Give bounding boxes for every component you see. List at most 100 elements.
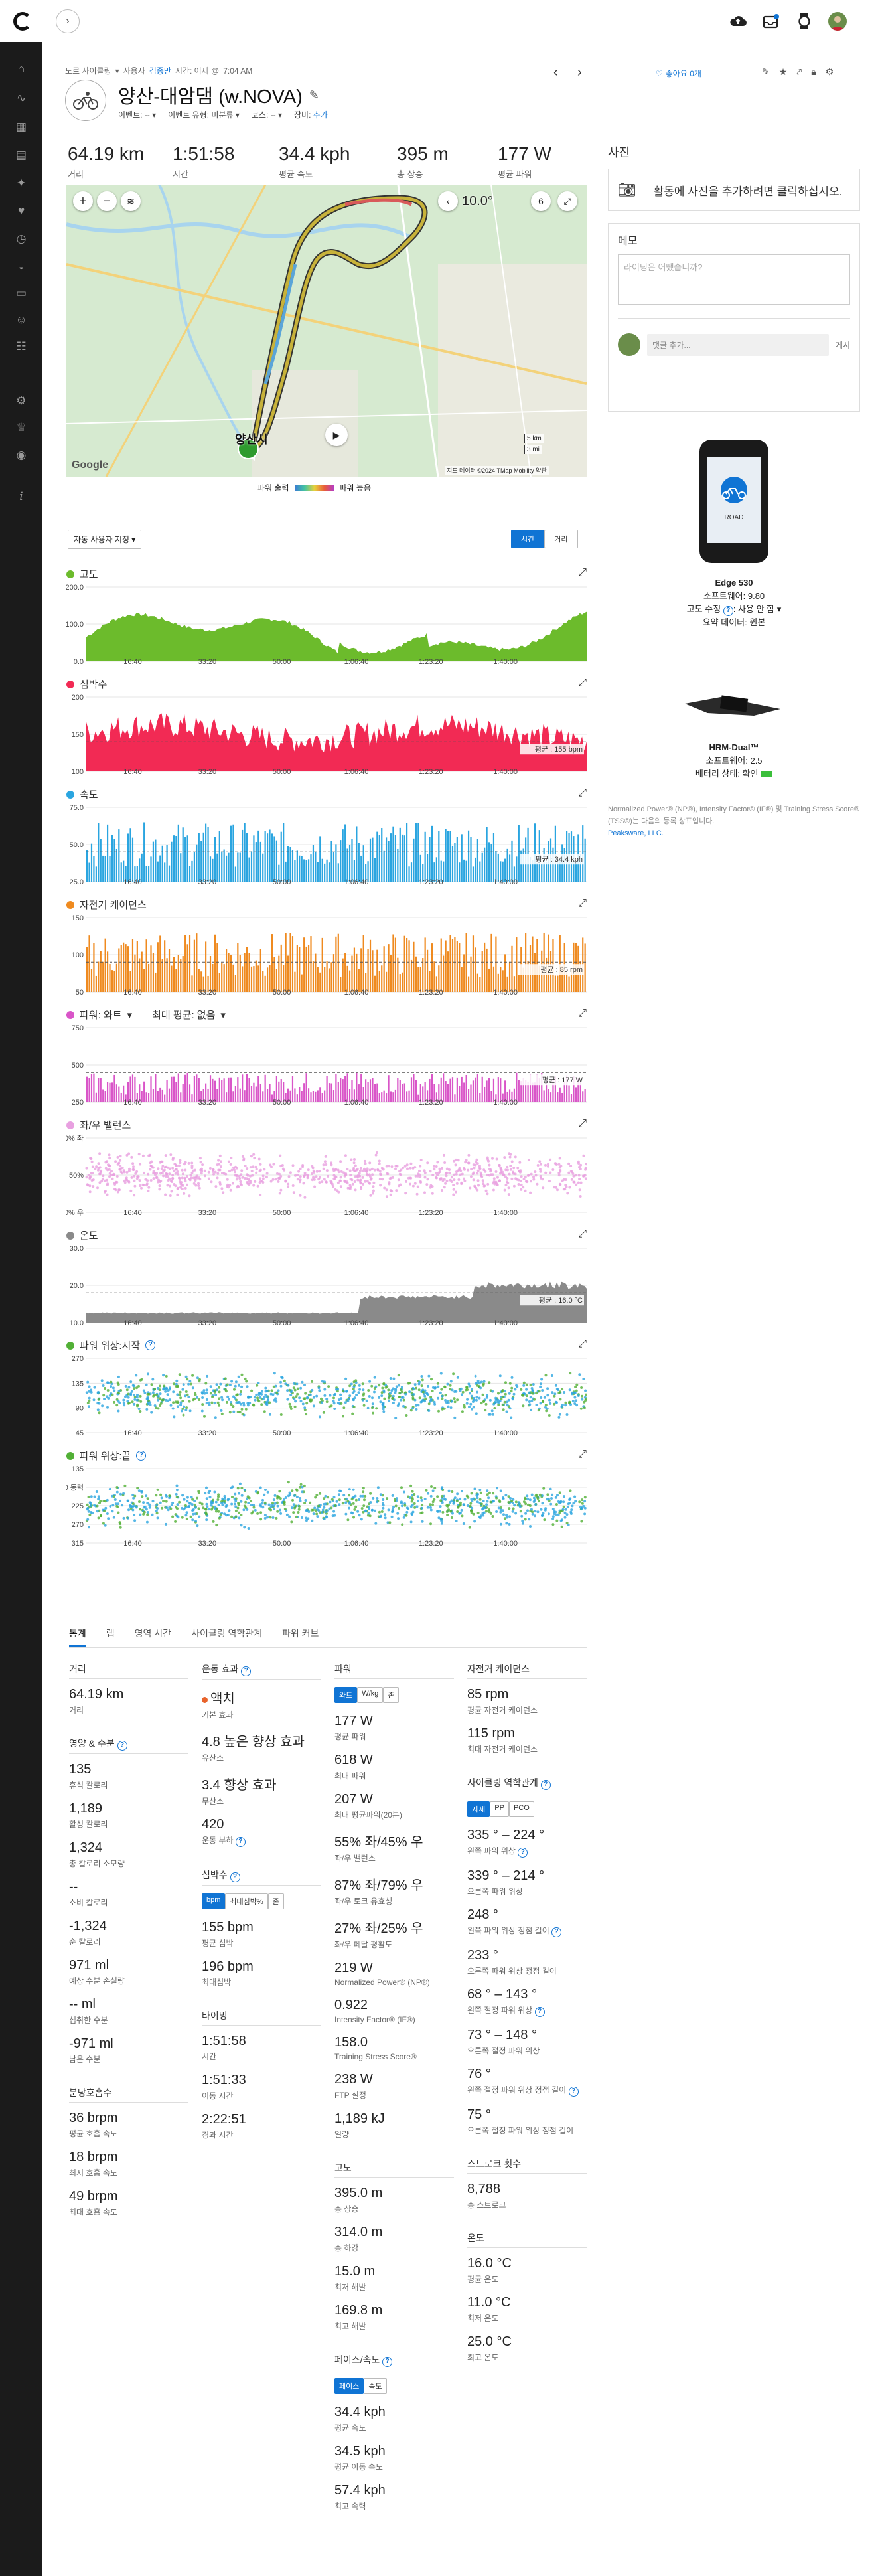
info-icon[interactable]: ? xyxy=(145,1340,156,1350)
max-avg-selector[interactable]: 최대 평균: 없음 xyxy=(152,1010,216,1021)
inbox-icon[interactable] xyxy=(762,12,780,31)
chart-expand-icon[interactable]: ⤢ xyxy=(578,1338,587,1350)
add-photo-box[interactable]: 📷︎ 활동에 사진을 추가하려면 클릭하십시오. xyxy=(608,169,860,211)
privacy-lock-icon[interactable]: 🔒︎ xyxy=(811,66,816,77)
unit-toggle-button[interactable]: W/kg xyxy=(357,1687,384,1703)
map-fullscreen-icon[interactable]: ⤢ xyxy=(557,191,577,211)
info-icon[interactable]: ? xyxy=(136,1451,147,1461)
training-icon[interactable]: ◒ xyxy=(19,262,24,272)
chart-title-text[interactable]: 심박수 xyxy=(80,679,108,690)
info-icon[interactable]: i xyxy=(19,490,23,503)
activity-title[interactable]: 양산-대암댐 (w.NOVA) xyxy=(118,86,303,108)
settings-gear-icon[interactable]: ⚙ xyxy=(825,66,834,77)
course-selector[interactable]: 코스: -- ▾ xyxy=(251,110,282,120)
map-zoom-out-button[interactable]: − xyxy=(97,191,117,211)
chart-title-text[interactable]: 파워 위상:끝 xyxy=(80,1451,131,1462)
post-comment-button[interactable]: 게시 xyxy=(835,340,850,350)
garmin-connect-logo[interactable] xyxy=(13,12,32,31)
notes-textarea[interactable]: 라이딩은 어땠습니까? xyxy=(618,254,850,305)
unit-toggle-button[interactable]: bpm xyxy=(202,1893,226,1909)
tab-cycling-dynamics[interactable]: 사이클링 역학관계 xyxy=(191,1628,263,1639)
health-heart-icon[interactable]: ♥ xyxy=(17,204,25,217)
like-button[interactable]: ♡ 좋아요 0개 xyxy=(656,68,701,79)
info-icon[interactable]: ? xyxy=(540,1780,551,1790)
performance-icon[interactable]: ◷ xyxy=(16,232,27,245)
info-icon[interactable]: ? xyxy=(551,1927,562,1937)
chart-expand-icon[interactable]: ⤢ xyxy=(578,1118,587,1129)
chart-title-text[interactable]: 속도 xyxy=(80,789,98,801)
event-type-selector[interactable]: 이벤트 유형: 미분류 ▾ xyxy=(168,110,240,120)
map-zoom-in-button[interactable]: + xyxy=(73,191,93,211)
device-watch-icon[interactable] xyxy=(795,12,814,31)
activity-stream-icon[interactable]: ∿ xyxy=(16,92,27,104)
info-icon[interactable]: ? xyxy=(382,2357,393,2367)
time-axis-button[interactable]: 시간 xyxy=(511,530,545,548)
chart-plot-temp[interactable]: 30.020.010.0평균 : 16.0 °C16:40 33:20 50:00 1… xyxy=(66,1243,587,1328)
chart-expand-icon[interactable]: ⤢ xyxy=(578,898,587,909)
chart-title-text[interactable]: 고도 xyxy=(80,569,98,580)
upload-icon[interactable] xyxy=(729,12,747,31)
map-play-button[interactable]: ▶ xyxy=(325,424,348,446)
chart-expand-icon[interactable]: ⤢ xyxy=(578,1449,587,1460)
reports-icon[interactable]: ▤ xyxy=(15,149,27,161)
next-activity-button[interactable]: › xyxy=(577,65,582,80)
calendar-icon[interactable]: ▦ xyxy=(15,121,27,133)
share-icon[interactable]: ⤤ xyxy=(796,66,802,77)
edit-pencil-icon[interactable]: ✎ xyxy=(762,66,770,77)
tab-stats[interactable]: 통계 xyxy=(69,1627,86,1647)
chart-expand-icon[interactable]: ⤢ xyxy=(578,677,587,688)
axis-selector[interactable]: 자동 사용자 지정 ▾ xyxy=(68,530,142,549)
tab-laps[interactable]: 랩 xyxy=(106,1628,115,1639)
route-map[interactable]: 양산시 + − ≋ ‹ 10.0° 6 ⤢ ▶ 5 km 3 mi Google… xyxy=(66,185,587,477)
info-icon[interactable]: ? xyxy=(230,1872,240,1882)
unit-toggle-button[interactable]: 페이스 xyxy=(334,2378,364,2394)
comment-input[interactable]: 댓글 추가... xyxy=(647,333,829,356)
distance-axis-button[interactable]: 거리 xyxy=(544,530,578,548)
chart-title-text[interactable]: 온도 xyxy=(80,1230,98,1242)
unit-toggle-button[interactable]: 속도 xyxy=(364,2378,387,2394)
chart-plot-pprl[interactable]: 135180 동력22527031516:4033:2050:001:06:40… xyxy=(66,1463,587,1548)
info-icon[interactable]: ? xyxy=(235,1837,246,1847)
home-icon[interactable]: ⌂ xyxy=(17,62,25,75)
tab-time-in-zones[interactable]: 영역 시간 xyxy=(134,1628,172,1639)
unit-toggle-button[interactable]: 자세 xyxy=(467,1801,490,1817)
unit-toggle-button[interactable]: 존 xyxy=(267,1893,284,1909)
gear-bag-icon[interactable]: ▭ xyxy=(15,287,27,299)
device-name[interactable]: Edge 530 xyxy=(715,578,753,588)
gear-selector[interactable]: 장비: 추가 xyxy=(294,110,328,120)
activities-icon[interactable]: ✦ xyxy=(16,177,27,189)
owner-link[interactable]: 김종만 xyxy=(149,66,171,76)
connections-icon[interactable]: ☺ xyxy=(15,313,27,326)
favorite-star-icon[interactable]: ★ xyxy=(778,66,788,77)
prev-activity-button[interactable]: ‹ xyxy=(553,65,558,80)
event-selector[interactable]: 이벤트: -- ▾ xyxy=(118,110,157,120)
chart-title-text[interactable]: 파워: 와트 xyxy=(80,1010,122,1021)
edit-title-pencil-icon[interactable]: ✎ xyxy=(309,88,319,102)
nav-toggle-button[interactable]: › xyxy=(56,9,80,33)
info-icon[interactable]: ? xyxy=(568,2087,579,2097)
peaksware-link[interactable]: Peaksware, LLC. xyxy=(608,829,664,837)
chart-expand-icon[interactable]: ⤢ xyxy=(578,567,587,578)
chart-title-text[interactable]: 좌/우 밸런스 xyxy=(80,1120,131,1131)
map-layers-icon[interactable]: ≋ xyxy=(121,191,141,211)
chart-title-text[interactable]: 자전거 케이던스 xyxy=(80,900,147,911)
info-icon[interactable]: ? xyxy=(534,2007,545,2017)
chart-plot-balance[interactable]: 100% 좌50%100% 우16:4033:2050:001:06:401:2… xyxy=(66,1133,587,1218)
groups-icon[interactable]: ☷ xyxy=(16,340,27,353)
tab-power-curve[interactable]: 파워 커브 xyxy=(282,1628,319,1639)
activity-type-link[interactable]: 도로 사이클링 xyxy=(65,66,111,76)
chart-expand-icon[interactable]: ⤢ xyxy=(578,1008,587,1019)
unit-toggle-button[interactable]: 존 xyxy=(383,1687,400,1703)
help-circle-icon[interactable]: ◉ xyxy=(16,449,27,461)
info-icon[interactable]: ? xyxy=(518,1848,528,1858)
settings-gear-icon[interactable]: ⚙ xyxy=(16,394,27,407)
unit-toggle-button[interactable]: 와트 xyxy=(334,1687,358,1703)
info-icon[interactable]: ? xyxy=(117,1741,127,1751)
user-avatar[interactable] xyxy=(828,12,847,31)
